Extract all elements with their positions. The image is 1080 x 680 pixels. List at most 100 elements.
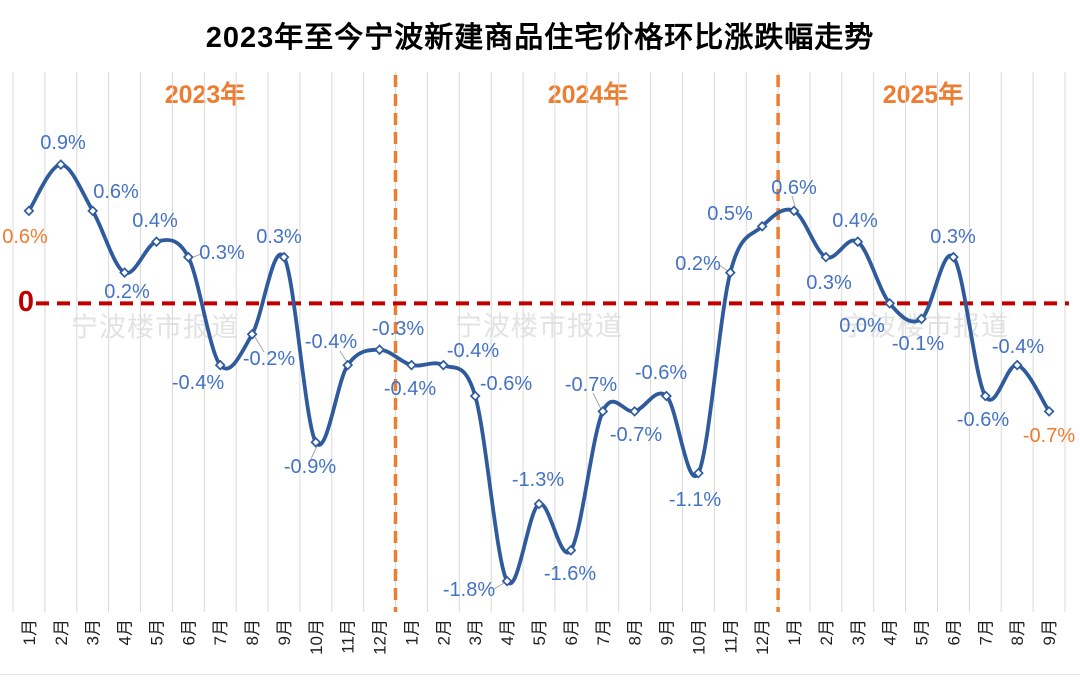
month-axis-label: 5月 [148, 619, 167, 645]
data-point-marker [947, 251, 959, 263]
month-axis-label: 11月 [339, 619, 358, 654]
month-axis-label: 3月 [466, 619, 485, 645]
data-point-marker [661, 390, 672, 402]
data-point-marker [1011, 359, 1023, 371]
data-label: 0.3% [806, 272, 852, 294]
month-axis-label: 1月 [20, 619, 39, 645]
data-label: 0.0% [839, 315, 885, 337]
data-label: -0.4% [447, 340, 499, 362]
month-axis-label: 1月 [785, 619, 804, 645]
data-label: 0.4% [132, 210, 178, 232]
data-point-marker [342, 359, 354, 371]
data-point-marker [692, 467, 704, 479]
data-label: -0.2% [243, 348, 295, 370]
data-label: -0.3% [372, 318, 424, 340]
data-point-marker [756, 220, 768, 232]
data-label: -0.1% [892, 333, 944, 355]
data-label: -0.4% [305, 331, 357, 353]
data-label: 0.3% [199, 242, 245, 264]
data-point-marker [119, 267, 131, 279]
year-label-2025: 2025年 [882, 81, 964, 109]
month-axis-label: 9月 [658, 619, 677, 645]
data-point-marker [501, 575, 513, 587]
data-point-marker [979, 390, 991, 402]
data-label: -1.1% [669, 489, 721, 511]
month-axis-label: 6月 [562, 619, 581, 645]
data-label: -0.6% [635, 362, 687, 384]
month-axis-label: 4月 [116, 619, 135, 645]
year-label-2023: 2023年 [164, 81, 246, 109]
data-point-marker [533, 498, 545, 510]
label-leader-line [791, 195, 796, 207]
month-axis-label: 4月 [881, 619, 900, 645]
month-axis-label: 3月 [849, 619, 868, 645]
year-label-2024: 2024年 [547, 81, 629, 109]
data-point-marker [437, 359, 449, 371]
data-point-marker [87, 205, 99, 217]
data-label: 0.3% [256, 226, 302, 248]
data-label: 0.5% [707, 203, 753, 225]
month-axis-label: 12月 [753, 619, 772, 655]
data-label: -0.7% [610, 424, 662, 446]
data-label: -0.6% [480, 373, 532, 395]
month-axis-label: 10月 [307, 619, 326, 655]
data-label: 0.2% [104, 281, 150, 303]
data-point-marker [182, 251, 194, 263]
data-point-marker [55, 159, 67, 171]
data-label: -1.8% [443, 579, 495, 601]
month-axis-label: 8月 [243, 619, 262, 645]
data-label: 0.6% [2, 226, 48, 248]
month-axis-label: 9月 [275, 619, 294, 645]
month-axis-label: 7月 [976, 619, 995, 645]
data-point-marker [278, 251, 290, 263]
zero-axis-label: 0 [17, 286, 34, 318]
data-label: 0.2% [675, 253, 721, 275]
data-label: -0.4% [384, 378, 436, 400]
data-label: -0.7% [565, 374, 617, 396]
data-point-marker [214, 359, 226, 371]
data-label: -1.6% [544, 563, 596, 585]
data-point-marker [1043, 405, 1055, 417]
month-axis-label: 5月 [913, 619, 932, 645]
data-label: -1.3% [512, 469, 564, 491]
label-leader-line [310, 445, 318, 460]
chart-title: 2023年至今宁波新建商品住宅价格环比涨跌幅走势 [205, 22, 875, 54]
data-label: -0.9% [284, 456, 336, 478]
data-point-marker [724, 267, 736, 279]
data-point-marker [310, 436, 322, 448]
month-axis-label: 6月 [944, 619, 963, 645]
month-axis-label: 6月 [179, 619, 198, 645]
watermark-center: 宁波楼市报道 [455, 311, 623, 342]
data-label: 0.6% [93, 181, 139, 203]
month-axis-label: 1月 [403, 619, 422, 645]
data-point-marker [852, 236, 864, 248]
data-point-marker [629, 405, 641, 417]
month-axis-label: 7月 [594, 619, 613, 645]
bottom-divider [0, 674, 1080, 675]
month-axis-label: 12月 [371, 619, 390, 655]
month-axis-label: 2月 [52, 619, 71, 645]
data-point-marker [916, 313, 927, 325]
data-point-marker [246, 328, 258, 340]
data-point-marker [151, 236, 162, 248]
data-label: 0.6% [771, 177, 817, 199]
data-point-marker [23, 205, 35, 217]
month-axis-label: 9月 [1040, 619, 1059, 645]
data-point-marker [565, 544, 577, 556]
month-axis-label: 8月 [1008, 619, 1027, 645]
month-axis-label: 3月 [84, 619, 103, 645]
label-leader-line [339, 350, 348, 363]
data-point-marker [469, 390, 481, 402]
data-point-marker [884, 297, 896, 309]
label-leader-line [254, 336, 265, 353]
data-point-marker [597, 405, 609, 417]
data-point-marker [788, 205, 800, 217]
month-axis-label: 11月 [721, 619, 740, 654]
data-label: -0.7% [1023, 425, 1075, 447]
month-axis-label: 7月 [211, 619, 230, 645]
data-label: 0.3% [930, 226, 976, 248]
month-axis-label: 5月 [530, 619, 549, 645]
label-leader-line [592, 392, 602, 410]
